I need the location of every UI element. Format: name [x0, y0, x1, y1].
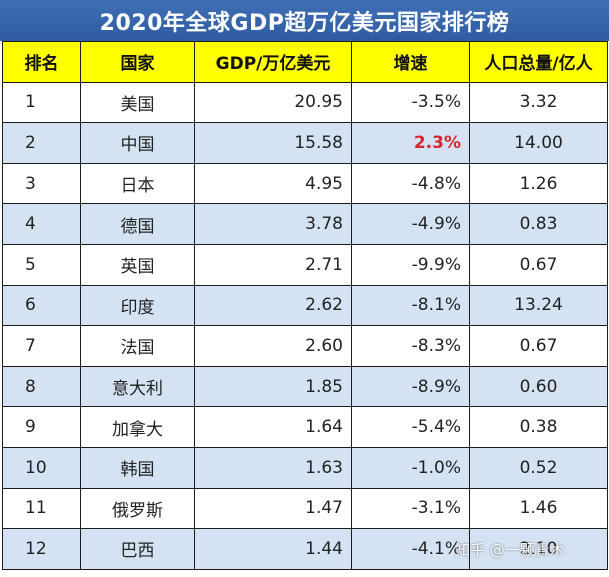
table-row: 4 德国 3.78 -4.9% 0.83	[2, 203, 608, 245]
rank-cell: 3	[2, 162, 81, 205]
country-cell: 日本	[80, 162, 195, 205]
table-row: 12 巴西 1.44 -4.1% 2.10	[2, 528, 608, 570]
gdp-cell: 20.95	[194, 81, 352, 124]
growth-cell: -1.0%	[351, 446, 470, 489]
gdp-cell: 2.62	[194, 284, 352, 327]
watermark: 知乎 @一颗青木	[455, 541, 565, 559]
header-rank: 排名	[2, 41, 81, 83]
growth-cell: -5.4%	[351, 406, 470, 448]
gdp-cell: 2.71	[194, 243, 352, 286]
table-row: 3 日本 4.95 -4.8% 1.26	[2, 162, 608, 205]
table-row: 8 意大利 1.85 -8.9% 0.60	[2, 365, 608, 408]
table-row: 10 韩国 1.63 -1.0% 0.52	[2, 446, 608, 489]
country-cell: 美国	[80, 81, 195, 124]
country-cell: 俄罗斯	[80, 487, 195, 530]
table-row: 5 英国 2.71 -9.9% 0.67	[2, 243, 608, 286]
country-cell: 中国	[80, 122, 195, 164]
table-title: 2020年全球GDP超万亿美元国家排行榜	[0, 0, 609, 41]
rank-cell: 2	[2, 122, 81, 164]
population-cell: 0.52	[469, 446, 608, 489]
population-cell: 0.83	[469, 203, 608, 245]
population-cell: 3.32	[469, 81, 608, 124]
country-cell: 法国	[80, 325, 195, 367]
rank-cell: 11	[2, 487, 81, 530]
table-row: 1 美国 20.95 -3.5% 3.32	[2, 81, 608, 124]
rank-cell: 4	[2, 203, 81, 245]
growth-cell: -8.9%	[351, 365, 470, 408]
gdp-cell: 1.85	[194, 365, 352, 408]
rank-cell: 9	[2, 406, 81, 448]
population-cell: 0.60	[469, 365, 608, 408]
growth-cell: -3.1%	[351, 487, 470, 530]
growth-cell: 2.3%	[351, 122, 470, 164]
population-cell: 14.00	[469, 122, 608, 164]
gdp-cell: 1.64	[194, 406, 352, 448]
country-cell: 德国	[80, 203, 195, 245]
rank-cell: 6	[2, 284, 81, 327]
rank-cell: 1	[2, 81, 81, 124]
population-cell: 2.10	[469, 528, 608, 570]
header-country: 国家	[80, 41, 195, 83]
growth-cell: -8.3%	[351, 325, 470, 367]
rank-cell: 7	[2, 325, 81, 367]
table-row: 9 加拿大 1.64 -5.4% 0.38	[2, 406, 608, 448]
growth-cell: -4.1%	[351, 528, 470, 570]
table-row: 7 法国 2.60 -8.3% 0.67	[2, 325, 608, 367]
country-cell: 印度	[80, 284, 195, 327]
country-cell: 英国	[80, 243, 195, 286]
growth-cell: -4.9%	[351, 203, 470, 245]
table-row: 6 印度 2.62 -8.1% 13.24	[2, 284, 608, 327]
header-population: 人口总量/亿人	[469, 41, 608, 83]
rank-cell: 8	[2, 365, 81, 408]
population-cell: 0.38	[469, 406, 608, 448]
gdp-cell: 2.60	[194, 325, 352, 367]
growth-cell: -8.1%	[351, 284, 470, 327]
country-cell: 巴西	[80, 528, 195, 570]
growth-cell: -9.9%	[351, 243, 470, 286]
table-row: 11 俄罗斯 1.47 -3.1% 1.46	[2, 487, 608, 530]
population-cell: 1.46	[469, 487, 608, 530]
population-cell: 0.67	[469, 325, 608, 367]
gdp-cell: 3.78	[194, 203, 352, 245]
header-gdp: GDP/万亿美元	[194, 41, 352, 83]
rank-cell: 12	[2, 528, 81, 570]
population-cell: 13.24	[469, 284, 608, 327]
header-row: 排名 国家 GDP/万亿美元 增速 人口总量/亿人	[2, 41, 608, 83]
gdp-cell: 1.63	[194, 446, 352, 489]
country-cell: 加拿大	[80, 406, 195, 448]
gdp-cell: 15.58	[194, 122, 352, 164]
rank-cell: 5	[2, 243, 81, 286]
table-body: 1 美国 20.95 -3.5% 3.32 2 中国 15.58 2.3% 14.00 3 日本 4.9…	[2, 81, 608, 570]
country-cell: 意大利	[80, 365, 195, 408]
population-cell: 1.26	[469, 162, 608, 205]
gdp-cell: 4.95	[194, 162, 352, 205]
header-growth: 增速	[351, 41, 470, 83]
rank-cell: 10	[2, 446, 81, 489]
growth-cell: -4.8%	[351, 162, 470, 205]
growth-cell: -3.5%	[351, 81, 470, 124]
gdp-cell: 1.44	[194, 528, 352, 570]
country-cell: 韩国	[80, 446, 195, 489]
table-row: 2 中国 15.58 2.3% 14.00	[2, 122, 608, 164]
population-cell: 0.67	[469, 243, 608, 286]
gdp-ranking-table: 排名 国家 GDP/万亿美元 增速 人口总量/亿人 1 美国 20.95 -3.5% 3…	[2, 41, 608, 570]
gdp-cell: 1.47	[194, 487, 352, 530]
